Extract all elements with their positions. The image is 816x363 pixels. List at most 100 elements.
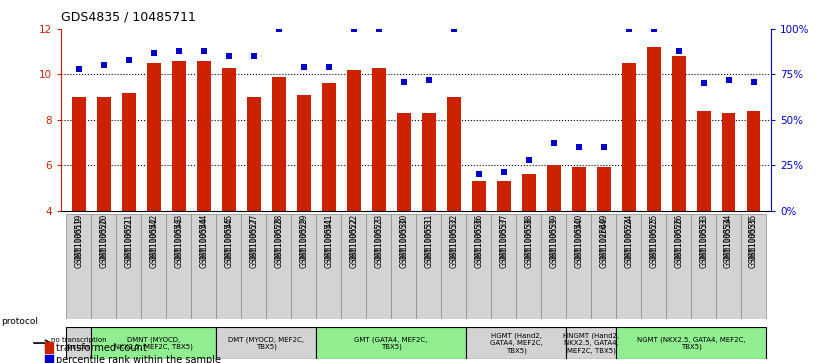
Point xyxy=(697,81,710,86)
Point xyxy=(522,157,535,163)
Text: GSM1100525: GSM1100525 xyxy=(650,217,659,268)
Text: GSM1100544: GSM1100544 xyxy=(199,217,208,269)
Bar xyxy=(572,167,586,211)
Text: GSM1100535: GSM1100535 xyxy=(749,217,758,269)
Bar xyxy=(172,61,185,211)
Text: GSM1102649: GSM1102649 xyxy=(599,214,608,260)
Point xyxy=(747,79,761,85)
Text: GSM1100539: GSM1100539 xyxy=(549,217,558,269)
Bar xyxy=(147,63,161,211)
FancyBboxPatch shape xyxy=(416,214,441,319)
FancyBboxPatch shape xyxy=(591,214,616,319)
Bar xyxy=(45,355,53,363)
Point xyxy=(372,26,385,32)
Point xyxy=(122,57,135,63)
FancyBboxPatch shape xyxy=(616,214,641,319)
Text: GSM1100536: GSM1100536 xyxy=(474,217,483,269)
FancyBboxPatch shape xyxy=(666,214,691,319)
FancyBboxPatch shape xyxy=(216,327,316,359)
Text: GSM1100531: GSM1100531 xyxy=(424,217,433,268)
Point xyxy=(647,26,660,32)
Bar xyxy=(297,95,311,211)
Text: GSM1100530: GSM1100530 xyxy=(399,217,408,269)
Point xyxy=(273,26,286,32)
Bar xyxy=(672,56,685,211)
FancyBboxPatch shape xyxy=(391,214,416,319)
Point xyxy=(347,26,360,32)
Text: GSM1100524: GSM1100524 xyxy=(624,214,633,260)
Text: GSM1100545: GSM1100545 xyxy=(224,214,233,260)
Text: no transcription
factors: no transcription factors xyxy=(51,337,107,350)
Point xyxy=(72,66,85,72)
Text: GSM1100535: GSM1100535 xyxy=(749,214,758,260)
FancyBboxPatch shape xyxy=(491,214,517,319)
Point xyxy=(97,62,110,68)
FancyBboxPatch shape xyxy=(316,214,341,319)
Text: GSM1100537: GSM1100537 xyxy=(499,217,508,269)
Text: GSM1100531: GSM1100531 xyxy=(424,214,433,260)
Text: GSM1100540: GSM1100540 xyxy=(574,217,583,269)
Text: GSM1100523: GSM1100523 xyxy=(375,214,384,260)
FancyBboxPatch shape xyxy=(441,214,466,319)
FancyBboxPatch shape xyxy=(616,327,766,359)
Text: GSM1100520: GSM1100520 xyxy=(100,214,109,260)
FancyBboxPatch shape xyxy=(517,214,541,319)
Bar xyxy=(272,77,286,211)
Bar xyxy=(647,47,660,211)
FancyBboxPatch shape xyxy=(466,214,491,319)
Bar xyxy=(397,113,410,211)
Text: GSM1100538: GSM1100538 xyxy=(524,214,533,260)
Point xyxy=(297,64,310,70)
Text: GSM1100534: GSM1100534 xyxy=(724,217,733,269)
Text: GSM1100524: GSM1100524 xyxy=(624,217,633,268)
Point xyxy=(222,53,235,59)
Point xyxy=(172,48,185,54)
Text: GSM1100533: GSM1100533 xyxy=(699,214,708,260)
Text: GSM1100533: GSM1100533 xyxy=(699,217,708,269)
Text: DMT (MYOCD, MEF2C,
TBX5): DMT (MYOCD, MEF2C, TBX5) xyxy=(228,336,304,350)
Bar xyxy=(697,111,711,211)
FancyBboxPatch shape xyxy=(566,327,616,359)
Point xyxy=(672,48,685,54)
Bar xyxy=(596,167,610,211)
Text: GSM1100530: GSM1100530 xyxy=(399,214,408,260)
Text: GMT (GATA4, MEF2C,
TBX5): GMT (GATA4, MEF2C, TBX5) xyxy=(354,336,428,350)
Text: GSM1100527: GSM1100527 xyxy=(249,217,258,268)
Text: GSM1100525: GSM1100525 xyxy=(650,214,659,260)
Bar xyxy=(521,174,535,211)
Text: GSM1100541: GSM1100541 xyxy=(324,217,333,268)
Point xyxy=(547,140,560,146)
Bar xyxy=(747,111,761,211)
Text: GSM1100544: GSM1100544 xyxy=(199,214,208,260)
Point xyxy=(447,26,460,32)
Text: GSM1100539: GSM1100539 xyxy=(549,214,558,260)
Bar xyxy=(347,70,361,211)
Bar xyxy=(547,165,561,211)
Text: GSM1100520: GSM1100520 xyxy=(100,217,109,268)
Text: GSM1100522: GSM1100522 xyxy=(349,217,358,268)
Point xyxy=(472,171,486,177)
Text: GSM1100537: GSM1100537 xyxy=(499,214,508,260)
FancyBboxPatch shape xyxy=(291,214,316,319)
Bar xyxy=(322,83,335,211)
Bar xyxy=(122,93,135,211)
Bar xyxy=(721,113,735,211)
Text: GSM1100536: GSM1100536 xyxy=(474,214,483,260)
FancyBboxPatch shape xyxy=(566,214,591,319)
Text: GSM1100532: GSM1100532 xyxy=(449,214,458,260)
Point xyxy=(397,79,410,85)
FancyBboxPatch shape xyxy=(166,214,191,319)
Text: GSM1100528: GSM1100528 xyxy=(274,217,283,268)
Text: GSM1100519: GSM1100519 xyxy=(74,214,83,260)
FancyBboxPatch shape xyxy=(366,214,391,319)
FancyBboxPatch shape xyxy=(66,327,91,359)
Bar xyxy=(97,97,111,211)
FancyBboxPatch shape xyxy=(266,214,291,319)
FancyBboxPatch shape xyxy=(141,214,166,319)
FancyBboxPatch shape xyxy=(716,214,741,319)
Text: GSM1100534: GSM1100534 xyxy=(724,214,733,260)
Text: GSM1100529: GSM1100529 xyxy=(299,217,308,268)
Bar xyxy=(622,63,636,211)
Bar xyxy=(372,68,385,211)
Text: GSM1100541: GSM1100541 xyxy=(324,214,333,260)
